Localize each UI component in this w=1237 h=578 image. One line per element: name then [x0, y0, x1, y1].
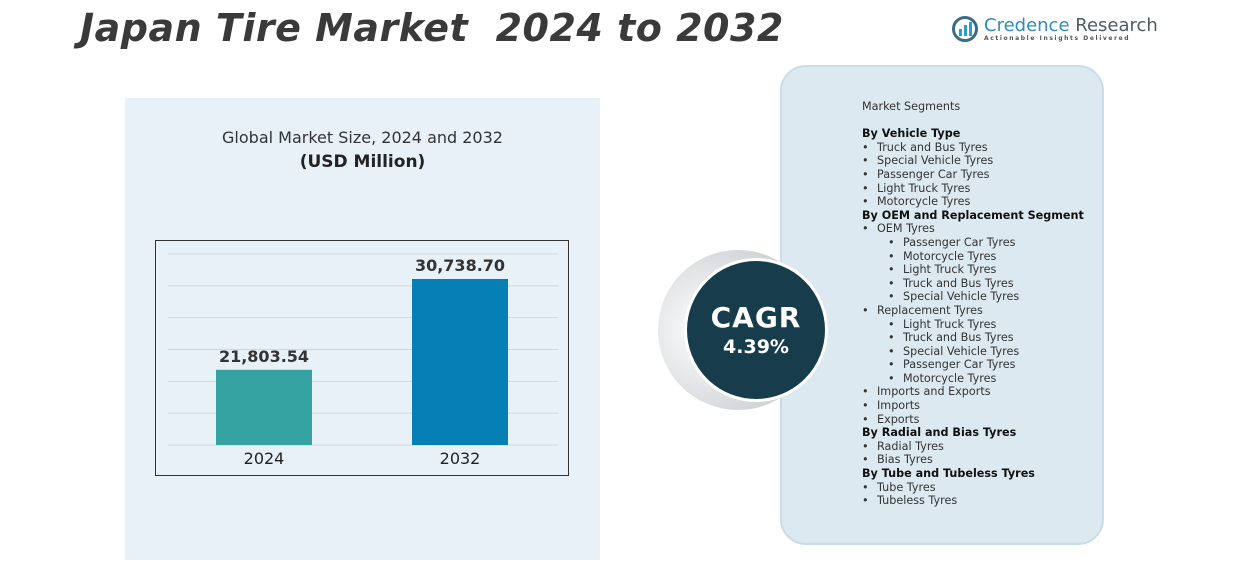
credence-research-logo: Credence Research Actionable Insights De… — [952, 16, 1158, 42]
segment-item: Special Vehicle Tyres — [862, 154, 1084, 168]
bar-chart: 21,803.54 2024 30,738.70 2032 — [155, 240, 569, 476]
logo-chart-icon — [952, 16, 978, 42]
segment-item: Exports — [862, 413, 1084, 427]
logo-tagline: Actionable Insights Delivered — [984, 34, 1131, 42]
segment-item: Truck and Bus Tyres — [862, 141, 1084, 155]
bar-2032 — [412, 279, 508, 445]
segment-heading: By Tube and Tubeless Tyres — [862, 467, 1035, 481]
segment-item: Radial Tyres — [862, 440, 1084, 454]
segment-item: Light Truck Tyres — [862, 318, 1084, 332]
segment-item: Imports — [862, 399, 1084, 413]
segment-item: Passenger Car Tyres — [862, 358, 1084, 372]
bar-chart-svg: 21,803.54 2024 30,738.70 2032 — [168, 253, 558, 468]
x-tick-label: 2024 — [244, 449, 285, 468]
segment-item: Replacement Tyres — [862, 304, 1084, 318]
segment-item: Light Truck Tyres — [862, 263, 1084, 277]
chart-panel — [125, 98, 600, 560]
segment-heading: By Vehicle Type — [862, 127, 961, 141]
segment-heading: By Radial and Bias Tyres — [862, 426, 1017, 440]
bar-2024 — [216, 369, 312, 445]
page-title: Japan Tire Market 2024 to 2032 — [80, 6, 784, 50]
segment-heading: By OEM and Replacement Segment — [862, 208, 1084, 222]
segment-item: OEM Tyres — [862, 222, 1084, 236]
segment-item: Tube Tyres — [862, 481, 1084, 495]
x-tick-label: 2032 — [440, 449, 481, 468]
data-label: 30,738.70 — [415, 256, 505, 275]
segment-item: Bias Tyres — [862, 453, 1084, 467]
segment-item: Motorcycle Tyres — [862, 372, 1084, 386]
market-segments-list: Market Segments By Vehicle TypeTruck and… — [862, 100, 1084, 508]
segment-item: Tubeless Tyres — [862, 494, 1084, 508]
segment-item: Passenger Car Tyres — [862, 168, 1084, 182]
segment-item: Light Truck Tyres — [862, 182, 1084, 196]
segment-item: Imports and Exports — [862, 385, 1084, 399]
chart-subtitle: (USD Million) — [299, 152, 426, 172]
data-label: 21,803.54 — [219, 347, 309, 366]
segment-item: Special Vehicle Tyres — [862, 345, 1084, 359]
segment-item: Motorcycle Tyres — [862, 195, 1084, 209]
segment-item: Passenger Car Tyres — [862, 236, 1084, 250]
cagr-badge: CAGR 4.39% — [684, 258, 828, 402]
segment-item: Motorcycle Tyres — [862, 250, 1084, 264]
logo-name: Credence Research — [984, 14, 1158, 36]
segment-item: Special Vehicle Tyres — [862, 290, 1084, 304]
segment-item: Truck and Bus Tyres — [862, 331, 1084, 345]
cagr-value: 4.39% — [723, 336, 789, 358]
segments-title: Market Segments — [862, 100, 961, 113]
segment-item: Truck and Bus Tyres — [862, 277, 1084, 291]
chart-title: Global Market Size, 2024 and 2032 — [222, 128, 503, 147]
cagr-label: CAGR — [710, 301, 802, 334]
